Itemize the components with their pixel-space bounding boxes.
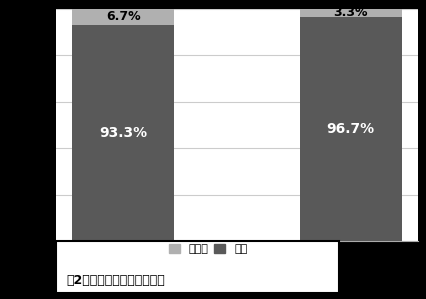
Text: 96.7%: 96.7% xyxy=(326,122,374,136)
Bar xyxy=(55,241,338,293)
Bar xyxy=(299,9,401,17)
Legend: 不正解, 正解: 不正解, 正解 xyxy=(164,239,251,259)
Text: 図2　　技能の知識の正答率: 図2 技能の知識の正答率 xyxy=(66,274,165,287)
Text: 6.7%: 6.7% xyxy=(106,10,140,23)
Text: 93.3%: 93.3% xyxy=(99,126,147,140)
Bar xyxy=(72,9,174,25)
Text: 3.3%: 3.3% xyxy=(333,6,367,19)
Bar xyxy=(299,17,401,241)
Text: n=30: n=30 xyxy=(362,251,392,261)
Bar xyxy=(72,25,174,241)
